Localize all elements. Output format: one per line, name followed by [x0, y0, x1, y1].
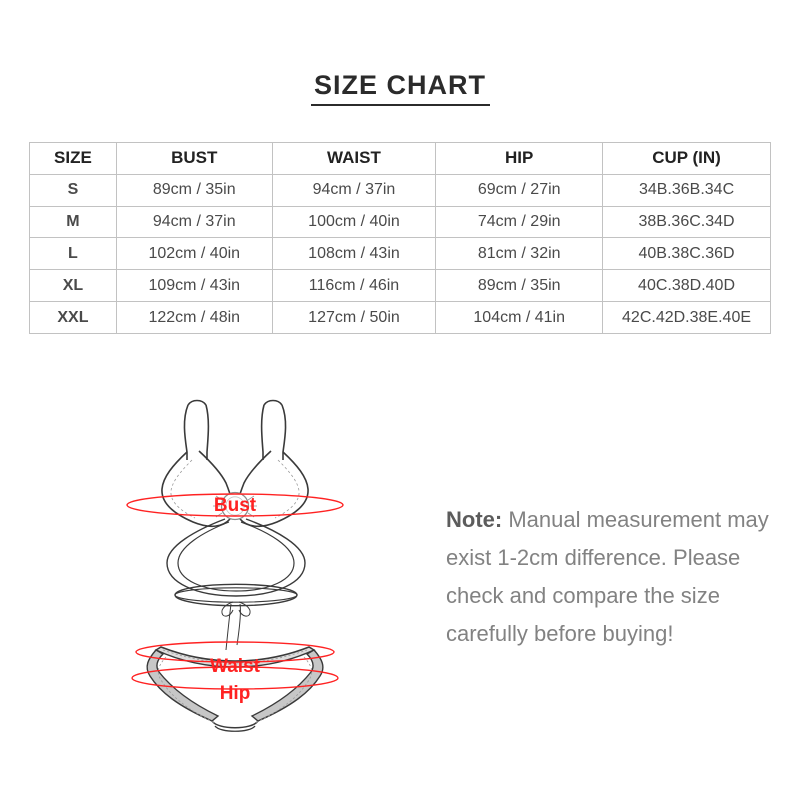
- svg-text:Hip: Hip: [220, 683, 251, 704]
- svg-text:Bust: Bust: [214, 495, 257, 516]
- svg-text:Waist: Waist: [210, 656, 261, 677]
